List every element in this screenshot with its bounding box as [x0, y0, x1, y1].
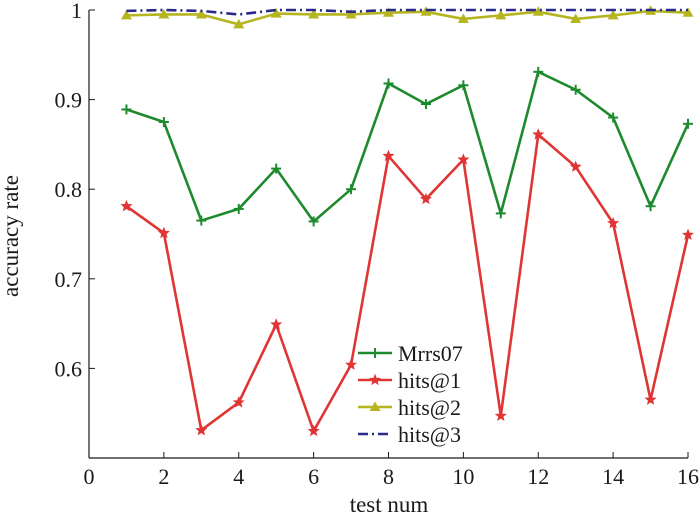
y-tick-label: 0.6 — [55, 356, 83, 381]
x-axis: 0 2 4 6 8 10 12 14 16 — [84, 452, 699, 489]
data-point — [308, 8, 320, 19]
data-point — [532, 128, 545, 140]
data-point — [120, 9, 132, 20]
data-point — [345, 358, 358, 370]
data-point — [495, 9, 507, 20]
y-tick-label: 0.9 — [55, 88, 83, 113]
legend-swatch-marker — [370, 348, 380, 358]
data-point — [532, 6, 544, 16]
data-point — [382, 149, 395, 162]
data-point — [271, 163, 282, 174]
legend-item: hits@2 — [358, 395, 461, 420]
data-point — [495, 208, 506, 219]
data-point — [308, 216, 319, 227]
series-hits-1 — [120, 128, 695, 437]
data-point — [494, 409, 507, 421]
data-point — [196, 215, 207, 226]
plot-area — [88, 10, 688, 459]
data-point — [645, 201, 656, 212]
data-point — [270, 318, 283, 330]
x-tick-label: 0 — [84, 464, 95, 489]
legend-label: Mrrs07 — [398, 341, 463, 366]
legend-item: Mrrs07 — [358, 341, 463, 366]
data-point — [420, 99, 431, 110]
data-point — [383, 78, 394, 89]
x-tick-label: 8 — [383, 464, 394, 489]
data-point — [570, 13, 582, 23]
data-point — [346, 184, 357, 195]
data-point — [681, 228, 695, 241]
data-point — [533, 66, 544, 77]
data-point — [644, 393, 657, 405]
x-tick-label: 10 — [452, 464, 474, 489]
x-tick-label: 12 — [527, 464, 549, 489]
series-hits-2 — [120, 5, 694, 29]
data-point — [270, 8, 282, 18]
data-point — [121, 104, 132, 115]
legend-swatch-marker — [369, 401, 381, 411]
data-point — [457, 13, 469, 23]
data-point — [120, 199, 133, 212]
data-point — [307, 424, 320, 437]
data-point — [157, 226, 170, 239]
data-point — [607, 216, 620, 229]
legend-swatch-marker — [368, 373, 382, 386]
y-tick-label: 0.8 — [55, 177, 83, 202]
x-tick-label: 14 — [602, 464, 624, 489]
data-point — [683, 118, 693, 129]
series-mrrs07 — [121, 66, 693, 227]
x-tick-label: 4 — [233, 464, 244, 489]
x-tick-label: 16 — [677, 464, 699, 489]
data-point — [233, 203, 244, 214]
series-line — [126, 9, 689, 26]
data-point — [232, 396, 245, 408]
x-tick-label: 2 — [158, 464, 169, 489]
series-hits-3 — [126, 8, 688, 16]
data-point — [158, 117, 169, 127]
data-point — [570, 84, 581, 95]
series-line — [125, 133, 690, 433]
y-tick-label: 1 — [71, 0, 82, 23]
legend-item: hits@1 — [358, 368, 461, 393]
legend-label: hits@3 — [398, 422, 461, 447]
data-point — [569, 160, 582, 172]
data-point — [458, 80, 469, 91]
legend-label: hits@1 — [398, 368, 461, 393]
data-point — [233, 18, 245, 29]
data-point — [682, 7, 694, 17]
data-point — [607, 9, 619, 20]
legend-item: hits@3 — [358, 422, 461, 447]
data-point — [383, 7, 394, 17]
data-point — [158, 8, 170, 19]
data-point — [419, 192, 432, 205]
series-line — [126, 70, 690, 223]
series-layer — [120, 5, 695, 437]
y-axis-title: accuracy rate — [0, 175, 23, 297]
data-point — [195, 423, 208, 436]
data-point — [457, 153, 470, 165]
data-point — [345, 8, 357, 19]
data-point — [195, 8, 207, 19]
y-axis: 0.6 0.7 0.8 0.9 1 — [55, 0, 95, 381]
x-tick-label: 6 — [308, 464, 319, 489]
x-axis-title: test num — [350, 492, 429, 517]
legend-label: hits@2 — [398, 395, 461, 420]
data-point — [608, 112, 619, 123]
y-tick-label: 0.7 — [55, 267, 83, 292]
series-line — [126, 8, 688, 16]
